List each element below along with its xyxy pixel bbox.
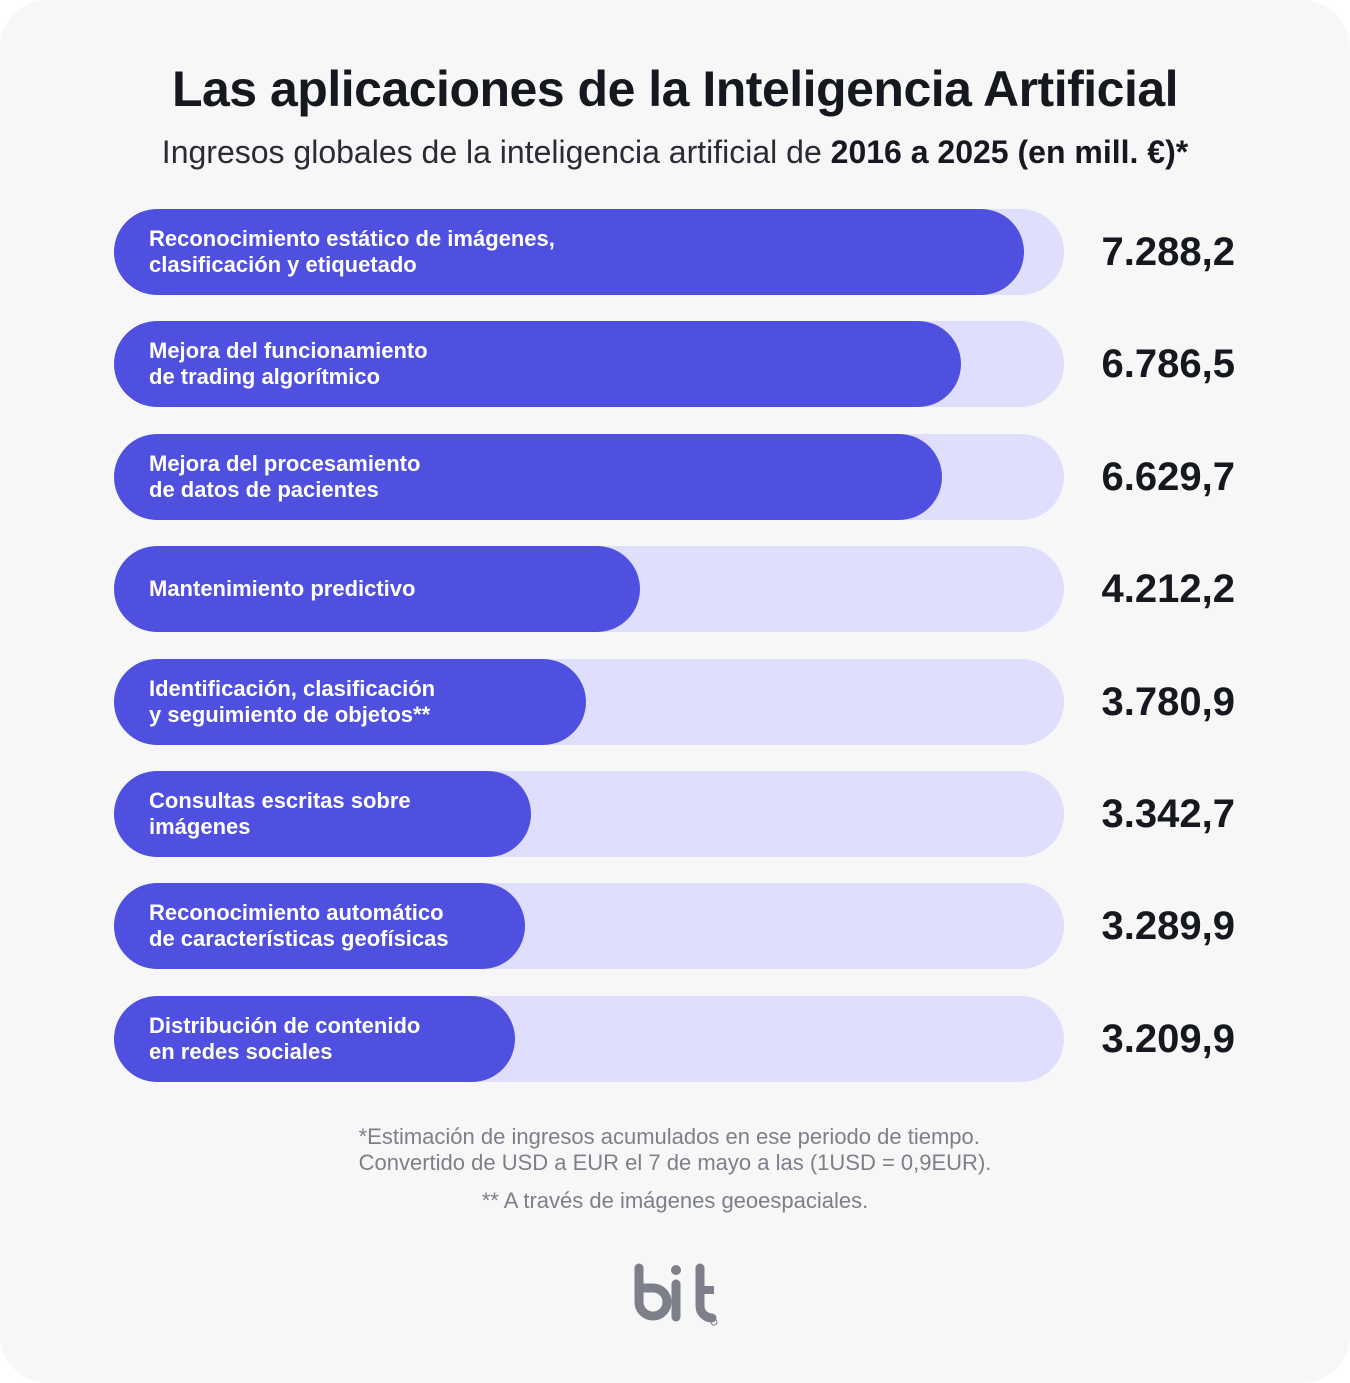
value-label: 7.288,2	[1101, 229, 1235, 274]
value-label: 6.786,5	[1101, 341, 1235, 386]
chart-subtitle: Ingresos globales de la inteligencia art…	[0, 134, 1350, 171]
value-label: 3.780,9	[1101, 679, 1235, 724]
bar-label: Mejora del funcionamiento de trading alg…	[149, 338, 428, 389]
value-label: 3.289,9	[1101, 903, 1235, 948]
bar-label: Consultas escritas sobre imágenes	[149, 788, 411, 839]
chart-title: Las aplicaciones de la Inteligencia Arti…	[171, 61, 1179, 117]
bar: Mejora del procesamiento de datos de pac…	[114, 434, 942, 520]
bar: Identificación, clasificación y seguimie…	[114, 659, 586, 745]
bar-label: Reconocimiento automático de característ…	[149, 900, 449, 951]
value-label: 3.342,7	[1101, 791, 1235, 836]
footnote-line-2: Convertido de USD a EUR el 7 de mayo a l…	[358, 1150, 992, 1175]
bar: Consultas escritas sobre imágenes	[114, 771, 531, 857]
bar: Distribución de contenido en redes socia…	[114, 996, 515, 1082]
value-label: 6.629,7	[1101, 454, 1235, 499]
bar-label: Mantenimiento predictivo	[149, 576, 416, 601]
footnote-line-1: *Estimación de ingresos acumulados en es…	[358, 1124, 980, 1149]
bit-logo: bit	[634, 1263, 718, 1326]
bar-label: Reconocimiento estático de imágenes, cla…	[149, 226, 555, 277]
bar-label: Mejora del procesamiento de datos de pac…	[149, 451, 421, 502]
bar: Mejora del funcionamiento de trading alg…	[114, 321, 961, 407]
bar: Reconocimiento estático de imágenes, cla…	[114, 209, 1024, 295]
bar: Mantenimiento predictivo	[114, 546, 640, 632]
value-label: 4.212,2	[1101, 566, 1235, 611]
footnote-estimate: *Estimación de ingresos acumulados en es…	[0, 1124, 1350, 1176]
bar: Reconocimiento automático de característ…	[114, 883, 525, 969]
subtitle-bold: 2016 a 2025 (en mill. €)*	[830, 134, 1189, 170]
bar-label: Distribución de contenido en redes socia…	[149, 1013, 421, 1064]
bar-label: Identificación, clasificación y seguimie…	[149, 676, 436, 727]
footnote-geospatial: ** A través de imágenes geoespaciales.	[481, 1188, 869, 1213]
value-label: 3.209,9	[1101, 1016, 1235, 1061]
subtitle-regular: Ingresos globales de la inteligencia art…	[161, 134, 831, 170]
